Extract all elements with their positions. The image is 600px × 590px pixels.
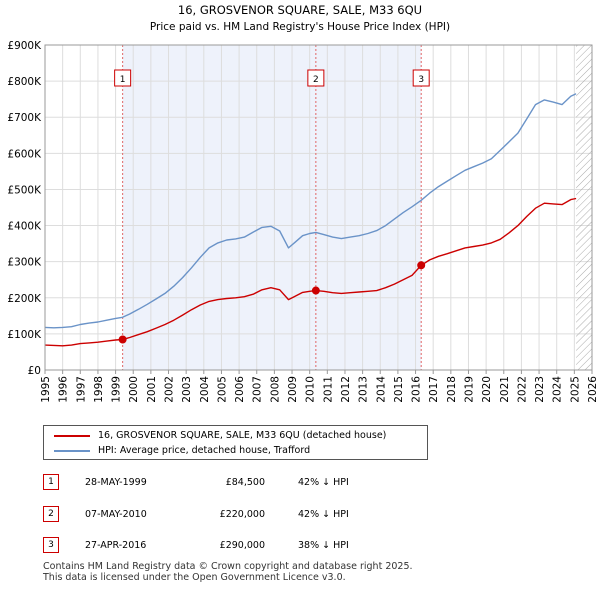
y-tick-label: £200K — [7, 293, 42, 305]
sale-number-label: 1 — [120, 75, 126, 85]
property-series-line — [44, 197, 577, 347]
x-tick-label: 1998 — [93, 376, 105, 403]
plot-frame — [44, 44, 593, 371]
x-tick-label: 2022 — [516, 376, 528, 403]
sale-hpi-diff: 42% ↓ HPI — [298, 477, 349, 488]
x-tick-label: 2018 — [446, 376, 458, 403]
x-tick-label: 2008 — [269, 376, 281, 403]
legend-item-hpi: HPI: Average price, detached house, Traf… — [54, 444, 310, 458]
legend-label-hpi: HPI: Average price, detached house, Traf… — [98, 445, 311, 456]
x-tick-label: 2003 — [181, 376, 193, 403]
x-tick-label: 2023 — [534, 376, 546, 403]
x-tick-label: 2000 — [128, 376, 140, 403]
sale-hpi-diff: 38% ↓ HPI — [298, 540, 349, 551]
x-tick-label: 2012 — [340, 376, 352, 403]
sale-date: 27-APR-2016 — [85, 540, 147, 551]
y-tick-label: £0 — [28, 365, 41, 377]
sale-number-label: 3 — [418, 75, 424, 85]
sale-point — [311, 286, 320, 295]
x-tick-label: 2024 — [552, 376, 564, 403]
attribution-line-1: Contains HM Land Registry data © Crown c… — [43, 561, 413, 572]
ownership-period-shade — [122, 45, 422, 370]
sale-number-box — [307, 69, 325, 87]
x-tick-label: 2019 — [463, 376, 475, 403]
sale-date: 07-MAY-2010 — [85, 509, 147, 520]
sale-hpi-diff: 42% ↓ HPI — [298, 509, 349, 520]
y-tick-label: £700K — [7, 112, 42, 124]
x-tick-label: 2020 — [481, 376, 493, 403]
sale-number-box — [114, 69, 132, 87]
hpi-series-line — [44, 93, 577, 329]
sale-price: £220,000 — [219, 509, 265, 520]
x-tick-label: 2010 — [305, 376, 317, 403]
sale-number-badge: 3 — [43, 537, 59, 553]
y-tick-label: £800K — [7, 76, 42, 88]
chart-subtitle: Price paid vs. HM Land Registry's House … — [150, 21, 450, 33]
x-tick-label: 1996 — [58, 376, 70, 403]
y-tick-label: £100K — [7, 329, 42, 341]
x-tick-label: 2026 — [587, 376, 599, 403]
x-tick-label: 2009 — [287, 376, 299, 403]
legend-swatch-hpi — [54, 449, 90, 452]
x-tick-label: 2002 — [164, 376, 176, 403]
x-tick-label: 1997 — [75, 376, 87, 403]
sale-price: £290,000 — [219, 540, 265, 551]
sale-price: £84,500 — [225, 477, 265, 488]
sale-number-box — [412, 69, 430, 87]
legend-swatch-property — [54, 434, 90, 437]
chart-legend: 16, GROSVENOR SQUARE, SALE, M33 6QU (det… — [43, 425, 428, 460]
projection-hatch — [576, 45, 592, 370]
price-chart: 16, GROSVENOR SQUARE, SALE, M33 6QU Price… — [7, 3, 599, 403]
x-tick-label: 1995 — [40, 376, 52, 403]
x-tick-label: 2004 — [199, 376, 211, 403]
x-tick-label: 2013 — [358, 376, 370, 403]
chart-title: 16, GROSVENOR SQUARE, SALE, M33 6QU — [178, 3, 422, 17]
y-tick-label: £300K — [7, 257, 42, 269]
x-tick-label: 2011 — [322, 376, 334, 403]
sale-point — [118, 335, 127, 344]
x-tick-label: 2014 — [375, 376, 387, 403]
x-tick-label: 2016 — [411, 376, 423, 403]
x-tick-label: 2006 — [234, 376, 246, 403]
x-tick-label: 2017 — [428, 376, 440, 403]
sale-point — [417, 261, 426, 270]
x-tick-label: 2005 — [216, 376, 228, 403]
y-tick-label: £600K — [7, 148, 42, 160]
sale-number-badge: 2 — [43, 506, 59, 522]
sale-number-label: 2 — [313, 75, 319, 85]
y-tick-label: £900K — [7, 40, 42, 52]
x-tick-label: 2025 — [569, 376, 581, 403]
x-tick-label: 2021 — [499, 376, 511, 403]
x-tick-label: 2007 — [252, 376, 264, 403]
sale-number-badge: 1 — [43, 474, 59, 490]
y-tick-label: £500K — [7, 184, 42, 196]
y-tick-label: £400K — [7, 221, 42, 233]
attribution-footer: Contains HM Land Registry data © Crown c… — [43, 561, 413, 583]
attribution-line-2: This data is licensed under the Open Gov… — [43, 572, 346, 583]
legend-label-property: 16, GROSVENOR SQUARE, SALE, M33 6QU (det… — [98, 430, 387, 441]
sale-date: 28-MAY-1999 — [85, 477, 147, 488]
legend-item-property: 16, GROSVENOR SQUARE, SALE, M33 6QU (det… — [54, 429, 386, 443]
x-tick-label: 1999 — [111, 376, 123, 403]
x-tick-label: 2001 — [146, 376, 158, 403]
x-tick-label: 2015 — [393, 376, 405, 403]
